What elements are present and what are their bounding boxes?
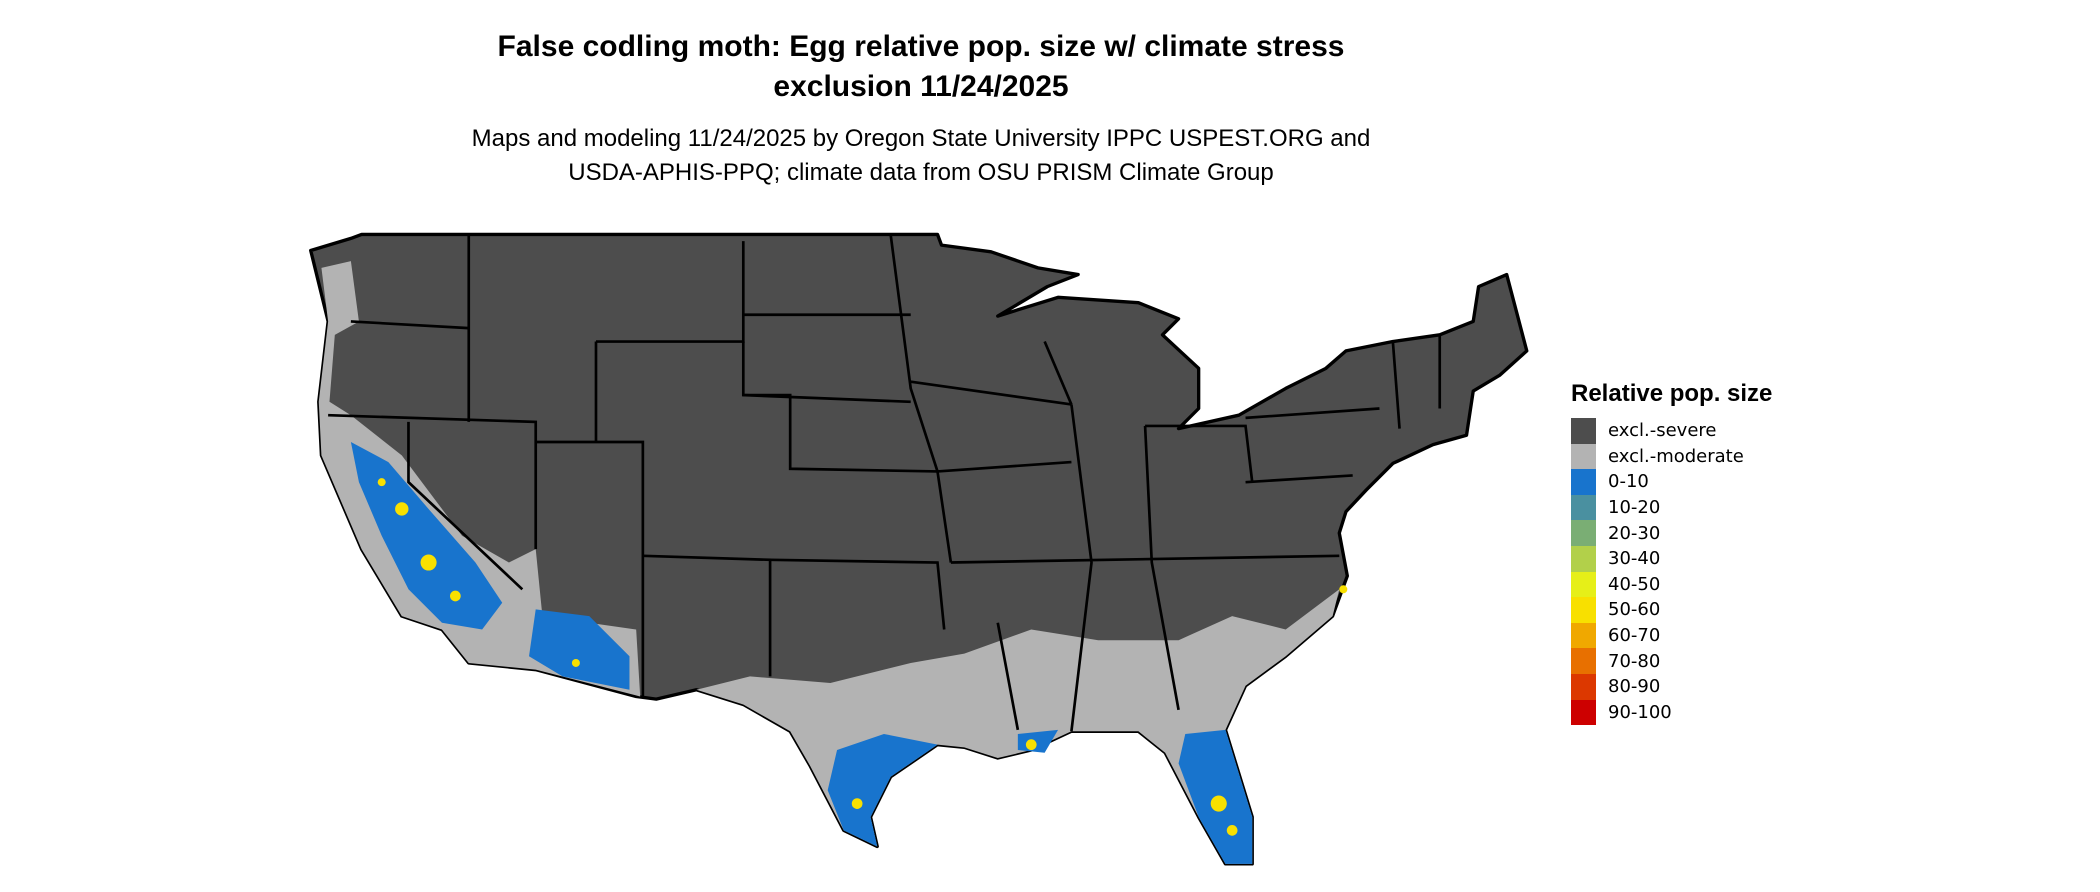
legend-swatch <box>1571 648 1596 674</box>
legend-item: 10-20 <box>1571 494 1772 521</box>
legend-label: 80-90 <box>1608 676 1661 698</box>
us-outline <box>309 232 1529 866</box>
state-borders <box>328 234 1442 732</box>
legend-label: excl.-moderate <box>1608 445 1744 467</box>
legend-item: 20-30 <box>1571 520 1772 546</box>
legend-item: 0-10 <box>1571 469 1772 495</box>
legend-swatch <box>1571 418 1596 444</box>
map-subtitle-line-1: Maps and modeling 11/24/2025 by Oregon S… <box>471 125 1371 152</box>
legend-swatch <box>1571 469 1596 495</box>
high-suitability-patches <box>377 478 1348 836</box>
legend-title: Relative pop. size <box>1571 380 1773 407</box>
legend-label: 40-50 <box>1608 573 1661 595</box>
legend-label: 10-20 <box>1608 497 1661 519</box>
legend-item: 80-90 <box>1571 673 1772 700</box>
legend-swatch <box>1571 520 1596 546</box>
legend-item: 90-100 <box>1571 699 1772 726</box>
legend-swatch <box>1571 545 1596 572</box>
map-title-line-2: exclusion 11/24/2025 <box>773 70 1069 103</box>
legend-label: 60-70 <box>1608 625 1661 647</box>
legend-items: excl.-severe excl.-moderate 0-10 10-20 20-30… <box>1571 418 1772 726</box>
legend-swatch <box>1571 622 1596 649</box>
legend-swatch <box>1571 597 1596 623</box>
legend-label: 20-30 <box>1608 522 1661 544</box>
legend-item: 50-60 <box>1571 597 1772 623</box>
legend-item: 70-80 <box>1571 648 1772 674</box>
map-title-line-1: False codling moth: Egg relative pop. si… <box>497 30 1345 63</box>
legend: Relative pop. size excl.-severe excl.-mod… <box>1571 380 1773 726</box>
legend-item: excl.-severe <box>1571 418 1772 444</box>
legend-swatch <box>1571 494 1596 521</box>
legend-swatch <box>1571 443 1596 470</box>
legend-swatch <box>1571 699 1596 726</box>
legend-label: excl.-severe <box>1608 420 1717 442</box>
legend-label: 50-60 <box>1608 599 1661 621</box>
legend-swatch <box>1571 571 1596 598</box>
map-subtitle-line-2: USDA-APHIS-PPQ; climate data from OSU PR… <box>568 159 1274 186</box>
legend-label: 0-10 <box>1608 471 1649 493</box>
legend-label: 70-80 <box>1608 650 1661 672</box>
legend-label: 90-100 <box>1608 701 1672 723</box>
legend-swatch <box>1571 673 1596 700</box>
legend-item: 40-50 <box>1571 571 1772 598</box>
legend-item: 30-40 <box>1571 545 1772 572</box>
legend-item: excl.-moderate <box>1571 443 1772 470</box>
legend-label: 30-40 <box>1608 548 1661 570</box>
legend-item: 60-70 <box>1571 622 1772 649</box>
